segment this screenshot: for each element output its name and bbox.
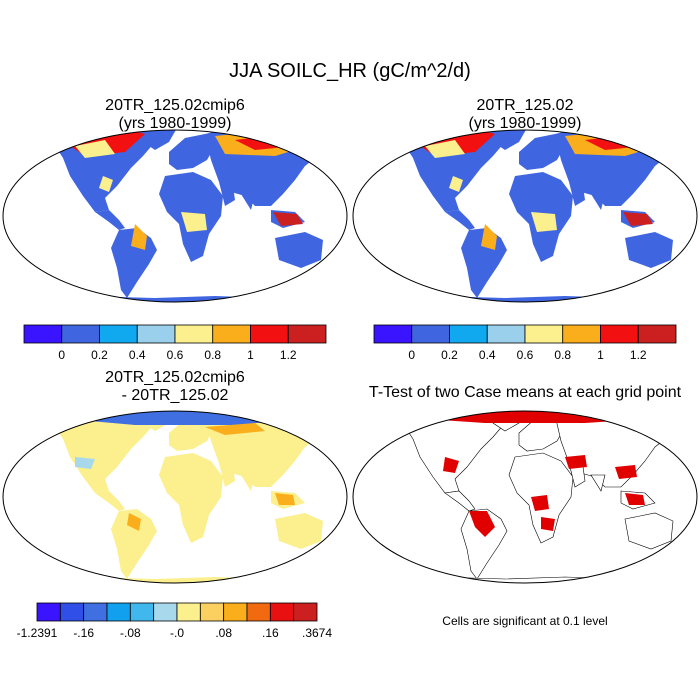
panel-title-case2: 20TR_125.02 (yrs 1980-1999) xyxy=(375,97,675,133)
map-case2 xyxy=(352,129,698,303)
colorbar-diff: -1.2391 -.16 -.08 -.0 .08 .16 .3674 xyxy=(17,602,332,640)
colorbar-diff-tick-label: .3674 xyxy=(302,626,332,640)
colorbar-case2-tick-label: 0.8 xyxy=(554,348,571,362)
colorbar-case2-swatch xyxy=(524,324,564,344)
panel-title-diff: 20TR_125.02cmip6 - 20TR_125.02 xyxy=(25,369,325,405)
colorbar-diff-swatch xyxy=(293,602,318,622)
colorbar-diff-tick-label: .08 xyxy=(215,626,232,640)
colorbar-case2-tick-label: 0 xyxy=(408,348,415,362)
colorbar-case2-tick-label: 0.4 xyxy=(479,348,496,362)
colorbar-case1-swatch xyxy=(212,324,251,344)
colorbar-case1-tick-label: 0.8 xyxy=(204,348,221,362)
colorbar-case1-swatch xyxy=(61,324,100,344)
colorbar-case1-tick-label: 0.6 xyxy=(167,348,184,362)
colorbar-case1-swatch xyxy=(23,324,63,344)
colorbar-case1: 0 0.2 0.4 0.6 0.8 1 1.2 xyxy=(23,324,327,362)
colorbar-diff-swatch xyxy=(36,602,61,622)
colorbar-case1-tick-label: 1 xyxy=(247,348,254,362)
colorbar-diff-swatch xyxy=(223,602,248,622)
colorbar-case2-tick-label: 0.6 xyxy=(517,348,534,362)
colorbar-diff-swatch xyxy=(199,602,225,622)
panel-title-case1-line2: (yrs 1980-1999) xyxy=(118,115,232,132)
colorbar-case2-swatch xyxy=(637,324,677,344)
colorbar-case2-tick-label: 0.2 xyxy=(441,348,458,362)
panel-title-ttest: T-Test of two Case means at each grid po… xyxy=(345,384,700,402)
panel-title-case1: 20TR_125.02cmip6 (yrs 1980-1999) xyxy=(25,97,325,133)
colorbar-diff-tick-label: -.08 xyxy=(120,626,141,640)
colorbar-diff-tick-label: -.0 xyxy=(170,626,184,640)
colorbar-diff-tick-label: .16 xyxy=(262,626,279,640)
colorbar-case1-tick-label: 1.2 xyxy=(280,348,297,362)
colorbar-diff-swatch xyxy=(246,602,271,622)
colorbar-case2-swatch xyxy=(562,324,601,344)
colorbar-case2-swatch xyxy=(411,324,450,344)
colorbar-case1-swatch xyxy=(250,324,289,344)
map-case1 xyxy=(2,129,348,303)
colorbar-diff-tick-label: -1.2391 xyxy=(17,626,58,640)
panel-title-case2-line1: 20TR_125.02 xyxy=(476,97,574,114)
colorbar-case2-swatch xyxy=(449,324,488,344)
panel-title-diff-line1: 20TR_125.02cmip6 xyxy=(105,369,245,386)
colorbar-case1-tick-label: 0 xyxy=(58,348,65,362)
colorbar-case2: 0 0.2 0.4 0.6 0.8 1 1.2 xyxy=(373,324,677,362)
panel-title-diff-line2: - 20TR_125.02 xyxy=(121,387,229,404)
colorbar-diff-swatch xyxy=(176,602,201,622)
colorbar-diff-swatch xyxy=(59,602,85,622)
colorbar-case1-swatch xyxy=(287,324,327,344)
colorbar-case1-swatch xyxy=(136,324,176,344)
colorbar-diff-swatch xyxy=(83,602,108,622)
colorbar-diff-tick-label: -.16 xyxy=(73,626,94,640)
colorbar-case1-swatch xyxy=(99,324,138,344)
colorbar-case2-swatch xyxy=(600,324,639,344)
colorbar-case1-swatch xyxy=(174,324,214,344)
panel-title-case1-line1: 20TR_125.02cmip6 xyxy=(105,97,245,114)
map-diff xyxy=(2,410,348,584)
map-ttest xyxy=(352,410,698,584)
significance-note: Cells are significant at 0.1 level xyxy=(442,614,608,628)
colorbar-diff-swatch xyxy=(129,602,155,622)
colorbar-case2-tick-label: 1.2 xyxy=(630,348,647,362)
colorbar-diff-swatch xyxy=(106,602,131,622)
panel-title-case2-line2: (yrs 1980-1999) xyxy=(468,115,582,132)
panel-title-ttest-line1: T-Test of two Case means at each grid po… xyxy=(368,384,682,401)
colorbar-case2-swatch xyxy=(373,324,413,344)
colorbar-case1-tick-label: 0.4 xyxy=(129,348,146,362)
colorbar-diff-swatch xyxy=(153,602,178,622)
figure-title: JJA SOILC_HR (gC/m^2/d) xyxy=(229,60,471,82)
colorbar-case2-swatch xyxy=(486,324,526,344)
colorbar-case1-tick-label: 0.2 xyxy=(91,348,108,362)
colorbar-case2-tick-label: 1 xyxy=(597,348,604,362)
colorbar-diff-swatch xyxy=(269,602,295,622)
